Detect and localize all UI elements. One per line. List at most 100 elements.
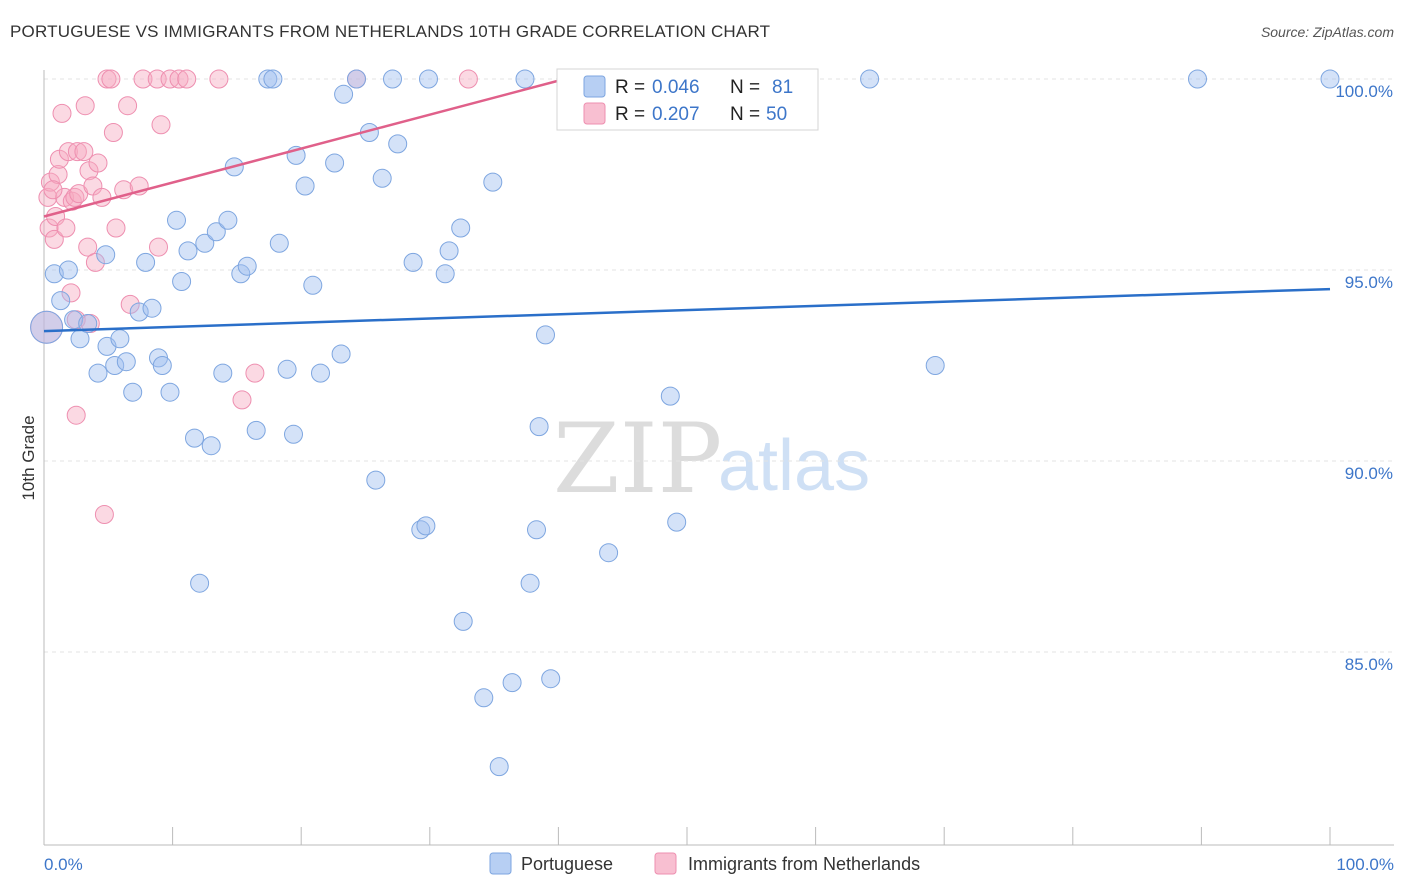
point-portuguese	[258, 69, 278, 89]
y-axis-label: 10th Grade	[19, 415, 38, 500]
point-portuguese	[30, 310, 64, 344]
point-portuguese	[483, 172, 503, 192]
point-netherlands	[118, 96, 138, 116]
point-netherlands	[103, 123, 123, 142]
point-portuguese	[213, 363, 233, 383]
point-portuguese	[218, 210, 238, 230]
point-portuguese	[536, 325, 555, 345]
point-netherlands	[169, 69, 189, 89]
point-portuguese	[489, 757, 509, 777]
point-portuguese	[372, 168, 392, 188]
point-netherlands	[85, 252, 105, 272]
point-portuguese	[185, 428, 204, 448]
y-tick-labels: 85.0% 90.0% 95.0% 100.0%	[1335, 82, 1393, 674]
point-portuguese	[237, 256, 257, 276]
series-legend: Portuguese Immigrants from Netherlands	[489, 852, 920, 875]
x-tick-label-min: 0.0%	[44, 855, 83, 874]
point-portuguese	[206, 222, 226, 242]
point-portuguese	[269, 233, 289, 253]
point-portuguese	[435, 264, 455, 284]
point-netherlands	[74, 142, 94, 162]
point-portuguese	[160, 382, 180, 402]
point-portuguese	[110, 329, 130, 349]
point-netherlands	[40, 172, 60, 192]
point-portuguese	[129, 302, 149, 322]
point-portuguese	[201, 436, 221, 456]
stats-swatch-pink	[583, 102, 606, 125]
point-netherlands	[149, 237, 168, 257]
point-portuguese	[383, 69, 402, 89]
point-netherlands	[177, 69, 197, 89]
watermark-zip: ZIP	[553, 403, 722, 515]
point-portuguese	[474, 688, 494, 708]
stats-r-label: R =	[615, 77, 645, 98]
watermark: ZIP atlas	[553, 403, 870, 515]
point-portuguese	[366, 470, 386, 490]
point-portuguese	[123, 382, 143, 402]
scatter-points	[30, 69, 1340, 777]
trend-line-portuguese	[43, 287, 1331, 333]
point-netherlands	[209, 69, 229, 89]
trend-lines	[43, 77, 1331, 333]
point-portuguese	[660, 386, 680, 406]
point-portuguese	[78, 314, 98, 333]
point-portuguese	[416, 516, 436, 536]
point-portuguese	[411, 520, 431, 540]
legend-label-portuguese: Portuguese	[521, 854, 613, 874]
point-portuguese	[44, 264, 64, 284]
stats-r-value: 0.046	[652, 77, 700, 98]
point-portuguese	[136, 252, 156, 272]
legend-swatch-portuguese	[489, 852, 512, 875]
point-netherlands	[78, 237, 98, 257]
point-portuguese	[284, 424, 303, 444]
point-portuguese	[527, 520, 546, 540]
stats-n-label: N =	[730, 104, 760, 125]
point-portuguese	[142, 298, 162, 318]
point-portuguese	[453, 611, 473, 631]
point-netherlands	[43, 180, 63, 200]
point-netherlands	[151, 115, 171, 135]
point-netherlands	[61, 283, 81, 303]
point-netherlands	[106, 218, 126, 238]
point-netherlands	[52, 103, 72, 123]
point-netherlands	[458, 69, 478, 89]
x-ticks	[43, 827, 1331, 845]
watermark-atlas: atlas	[718, 426, 870, 506]
stats-n-value: 50	[766, 104, 787, 125]
stats-swatch-blue	[583, 75, 606, 98]
point-portuguese	[88, 363, 108, 383]
point-portuguese	[515, 69, 535, 89]
y-tick-label: 90.0%	[1345, 464, 1393, 483]
point-portuguese	[178, 241, 198, 261]
point-portuguese	[96, 245, 116, 265]
axes	[43, 70, 1394, 846]
point-portuguese	[311, 363, 330, 383]
point-portuguese	[172, 272, 192, 291]
point-netherlands	[75, 96, 95, 116]
point-portuguese	[1188, 69, 1207, 89]
point-portuguese	[116, 352, 136, 372]
point-portuguese	[860, 69, 880, 89]
point-portuguese	[277, 359, 297, 379]
stats-legend: R = 0.046 N = 81 R = 0.207 N = 50	[556, 68, 819, 131]
point-portuguese	[295, 176, 315, 196]
gridlines	[44, 78, 1394, 653]
y-tick-label: 95.0%	[1345, 273, 1393, 292]
point-portuguese	[388, 134, 408, 154]
stats-n-label: N =	[730, 77, 760, 98]
point-portuguese	[667, 512, 687, 532]
point-netherlands	[67, 142, 87, 162]
point-portuguese	[419, 69, 438, 89]
point-portuguese	[541, 669, 561, 689]
point-netherlands	[133, 69, 153, 89]
point-portuguese	[231, 264, 251, 284]
point-portuguese	[303, 275, 323, 295]
point-portuguese	[263, 69, 283, 89]
legend-swatch-netherlands	[654, 852, 677, 875]
point-portuguese	[451, 218, 471, 238]
point-portuguese	[439, 241, 459, 261]
point-netherlands	[94, 505, 114, 524]
point-portuguese	[347, 69, 366, 89]
point-portuguese	[520, 573, 540, 593]
y-tick-label: 100.0%	[1335, 82, 1393, 101]
